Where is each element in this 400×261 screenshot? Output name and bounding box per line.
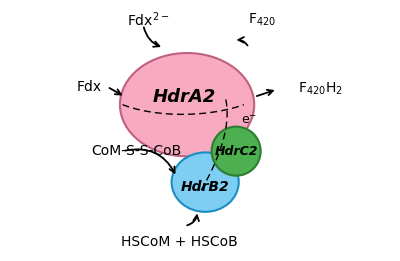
Text: Fdx$^{2-}$: Fdx$^{2-}$ — [127, 10, 170, 29]
Text: Fdx: Fdx — [77, 80, 102, 94]
Text: HdrA2: HdrA2 — [153, 88, 216, 106]
Ellipse shape — [120, 53, 254, 156]
Ellipse shape — [172, 152, 239, 212]
Text: HdrC2: HdrC2 — [214, 145, 258, 158]
Text: F$_{420}$H$_2$: F$_{420}$H$_2$ — [298, 81, 343, 97]
Text: CoM-S-S-CoB: CoM-S-S-CoB — [92, 144, 182, 158]
Ellipse shape — [212, 127, 261, 176]
Text: F$_{420}$: F$_{420}$ — [248, 11, 276, 28]
Text: HdrB2: HdrB2 — [181, 180, 230, 194]
Text: e$^{-}$: e$^{-}$ — [241, 114, 258, 127]
Text: HSCoM + HSCoB: HSCoM + HSCoB — [121, 235, 238, 248]
